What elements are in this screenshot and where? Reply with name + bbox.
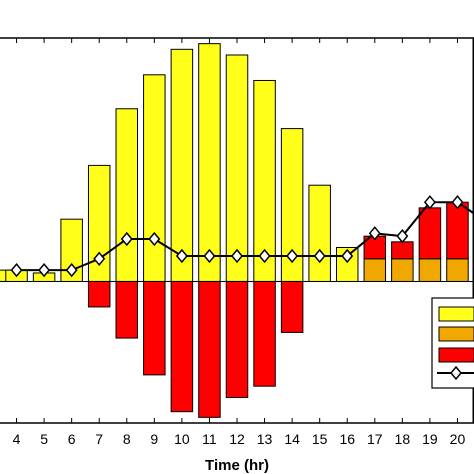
- bar-orange-18: [391, 258, 414, 282]
- line-marker-12: [231, 248, 243, 264]
- bar-orange-20: [446, 258, 469, 282]
- x-tick-label-6: 6: [68, 431, 76, 447]
- bar-yellow-12: [225, 54, 249, 282]
- x-tick-label-18: 18: [395, 431, 411, 447]
- x-tick-label-15: 15: [312, 431, 328, 447]
- line-marker-15: [313, 248, 326, 264]
- bar-yellow-10: [170, 48, 194, 282]
- bar-red-11: [198, 280, 221, 418]
- bar-yellow-11: [198, 43, 221, 282]
- bar-stacked-red-20: [446, 201, 469, 260]
- bar-yellow-15: [308, 184, 331, 282]
- x-tick-label-4: 4: [13, 431, 21, 447]
- line-series-group: [10, 195, 474, 278]
- legend-swatch-red: [438, 347, 474, 363]
- line-marker-6: [65, 262, 78, 278]
- line-marker-20: [451, 195, 464, 210]
- x-tick-label-13: 13: [257, 431, 273, 447]
- bar-red-14: [280, 280, 304, 333]
- line-marker-16: [341, 248, 354, 264]
- x-tick-label-7: 7: [95, 431, 103, 447]
- legend-swatch-orange: [438, 326, 474, 342]
- bar-orange-17: [363, 258, 387, 282]
- line-marker-18: [396, 228, 409, 244]
- bar-stacked-red-19: [418, 207, 442, 260]
- line-marker-8: [120, 231, 133, 247]
- x-tick-label-17: 17: [367, 431, 383, 447]
- x-tick-group: 4 5 6 7 8 9 10 11 12 13 14 15 16 17 18 19 20: [13, 38, 466, 447]
- x-tick-label-12: 12: [229, 431, 245, 447]
- x-tick-label-9: 9: [150, 431, 158, 447]
- x-tick-label-8: 8: [123, 431, 131, 447]
- line-marker-19: [423, 195, 436, 210]
- bar-yellow-9: [143, 74, 166, 282]
- bar-red-10: [170, 280, 194, 413]
- bar-stacked-red-18: [391, 241, 414, 260]
- x-tick-label-11: 11: [202, 431, 217, 447]
- line-marker-14: [286, 248, 299, 264]
- line-series: [16, 201, 474, 272]
- x-tick-label-20: 20: [450, 431, 466, 447]
- line-marker-7: [93, 251, 106, 266]
- bar-red-12: [225, 280, 249, 399]
- line-marker-17: [368, 226, 381, 241]
- x-tick-label-5: 5: [40, 431, 48, 447]
- line-marker-13: [258, 248, 271, 264]
- legend-marker-sample: [450, 365, 462, 381]
- bar-group: [0, 43, 469, 418]
- x-tick-label-14: 14: [284, 431, 300, 447]
- legend-swatch-yellow: [438, 306, 474, 322]
- bar-orange-19: [418, 258, 442, 282]
- bar-red-8: [115, 280, 139, 339]
- bar-yellow-8: [115, 108, 139, 282]
- x-tick-label-16: 16: [339, 431, 355, 447]
- x-tick-label-19: 19: [422, 431, 438, 447]
- bar-red-7: [87, 280, 111, 308]
- x-axis-label: Time (hr): [205, 457, 269, 474]
- line-marker-9: [148, 231, 161, 247]
- bar-red-13: [253, 280, 276, 387]
- line-marker-10: [175, 248, 188, 264]
- line-marker-4: [10, 262, 23, 278]
- x-tick-label-10: 10: [174, 431, 190, 447]
- line-marker-5: [38, 262, 51, 278]
- line-marker-11: [203, 248, 216, 264]
- bar-red-9: [143, 280, 166, 376]
- legend: [431, 297, 474, 389]
